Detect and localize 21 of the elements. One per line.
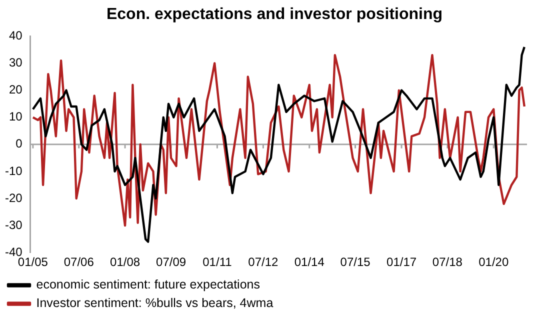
x-tick-label: 01/20 xyxy=(478,255,509,270)
y-tick-label: -30 xyxy=(5,218,23,232)
x-tick-label: 01/08 xyxy=(110,255,140,270)
y-tick-label: -20 xyxy=(5,190,23,205)
legend-label: Investor sentiment: %bulls vs bears, 4wma xyxy=(36,296,274,310)
y-tick-label: 10 xyxy=(8,110,23,124)
x-tick-label: 07/09 xyxy=(156,255,186,270)
y-tick-label: 20 xyxy=(8,82,23,97)
x-tick-label: 01/14 xyxy=(294,255,325,270)
x-tick-label: 07/18 xyxy=(432,255,463,270)
y-tick-label: 30 xyxy=(8,56,23,70)
y-tick-label: 40 xyxy=(8,28,23,43)
x-tick-label: 07/06 xyxy=(64,255,94,270)
x-tick-label: 01/11 xyxy=(202,255,232,270)
y-tick-label: -10 xyxy=(5,164,23,178)
x-tick-label: 01/17 xyxy=(386,255,417,270)
x-tick-label: 07/15 xyxy=(340,255,371,270)
y-tick-label: 0 xyxy=(16,136,23,151)
x-tick-label: 07/12 xyxy=(248,255,279,270)
legend-label: economic sentiment: future expectations xyxy=(36,278,260,292)
chart-title: Econ. expectations and investor positioning xyxy=(105,5,444,25)
